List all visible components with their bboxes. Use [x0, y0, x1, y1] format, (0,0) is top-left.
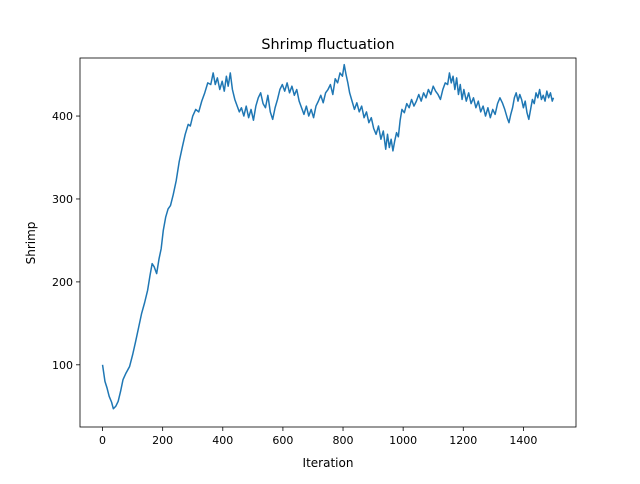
plot-area — [79, 57, 577, 428]
y-tick-label: 300 — [52, 193, 73, 206]
x-axis-ticks: 0 200 400 600 800 1000 1200 1400 — [99, 427, 537, 447]
x-tick-label: 800 — [333, 434, 354, 447]
x-tick-label: 200 — [152, 434, 173, 447]
y-axis-ticks: 100 200 300 400 — [52, 110, 80, 372]
y-tick-label: 100 — [52, 359, 73, 372]
series-line-0 — [101, 63, 555, 410]
plot-background — [80, 58, 576, 427]
y-tick-label: 200 — [52, 276, 73, 289]
x-tick-label: 1000 — [389, 434, 417, 447]
series-layer — [101, 63, 555, 410]
x-tick-label: 1200 — [449, 434, 477, 447]
x-tick-label: 600 — [272, 434, 293, 447]
chart-title: Shrimp fluctuation — [261, 37, 394, 53]
x-axis-label: Iteration — [303, 456, 354, 470]
y-axis-label: Shrimp — [24, 222, 38, 265]
x-tick-label: 0 — [99, 434, 106, 447]
x-tick-label: 1400 — [509, 434, 537, 447]
x-tick-label: 400 — [212, 434, 233, 447]
y-tick-label: 400 — [52, 110, 73, 123]
plot-frame — [79, 57, 577, 428]
